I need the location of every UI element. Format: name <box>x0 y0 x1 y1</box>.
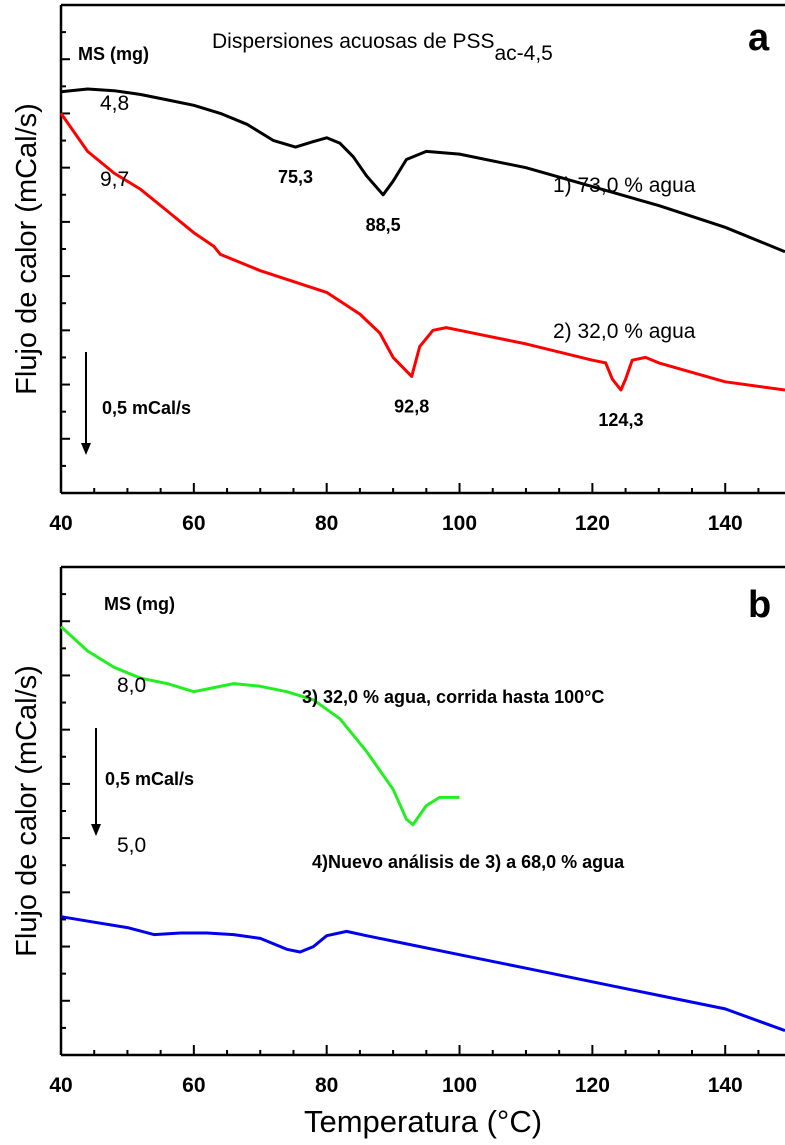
peak-label: 88,5 <box>366 215 401 235</box>
y-axis-label: Flujo de calor (mCal/s) <box>11 665 43 957</box>
panel-label: b <box>748 584 771 626</box>
x-tick-label: 40 <box>49 1074 72 1097</box>
mass-label: 4,8 <box>100 92 129 115</box>
series-label: 3) 32,0 % agua, corrida hasta 100°C <box>302 687 604 707</box>
x-tick-label: 120 <box>575 1074 610 1097</box>
ms-label: MS (mg) <box>104 594 175 614</box>
chart-title: Dispersiones acuosas de PSSac-4,5 <box>212 30 553 65</box>
x-tick-label: 80 <box>315 1074 338 1097</box>
x-tick-label: 100 <box>442 512 477 535</box>
panel-label: a <box>748 17 770 59</box>
series-label: 1) 73,0 % agua <box>553 174 696 197</box>
series-label: 2) 32,0 % agua <box>553 320 696 343</box>
mass-label: 9,7 <box>100 168 129 191</box>
peak-label: 92,8 <box>394 396 429 416</box>
scale-label: 0,5 mCal/s <box>105 769 194 789</box>
x-tick-label: 40 <box>49 512 72 535</box>
scale-arrow-head <box>91 824 101 836</box>
x-tick-label: 120 <box>575 512 610 535</box>
series-line <box>59 625 460 827</box>
scale-arrow-head <box>81 443 91 455</box>
series-line <box>60 915 785 1033</box>
ms-label: MS (mg) <box>78 44 149 64</box>
mass-label: 5,0 <box>117 834 146 857</box>
x-tick-label: 60 <box>182 512 205 535</box>
x-tick-label: 60 <box>182 1074 205 1097</box>
y-axis-label: Flujo de calor (mCal/s) <box>11 103 43 395</box>
mass-label: 8,0 <box>117 674 146 697</box>
x-tick-label: 100 <box>442 1074 477 1097</box>
series-line <box>59 112 785 392</box>
series-line <box>60 87 785 254</box>
series-label: 4)Nuevo análisis de 3) a 68,0 % agua <box>312 852 625 872</box>
peak-label: 124,3 <box>598 410 643 430</box>
x-tick-label: 140 <box>708 512 743 535</box>
scale-label: 0,5 mCal/s <box>102 398 191 418</box>
peak-label: 75,3 <box>278 167 313 187</box>
x-tick-label: 140 <box>708 1074 743 1097</box>
x-tick-label: 80 <box>315 512 338 535</box>
x-axis-label: Temperatura (°C) <box>304 1104 542 1139</box>
